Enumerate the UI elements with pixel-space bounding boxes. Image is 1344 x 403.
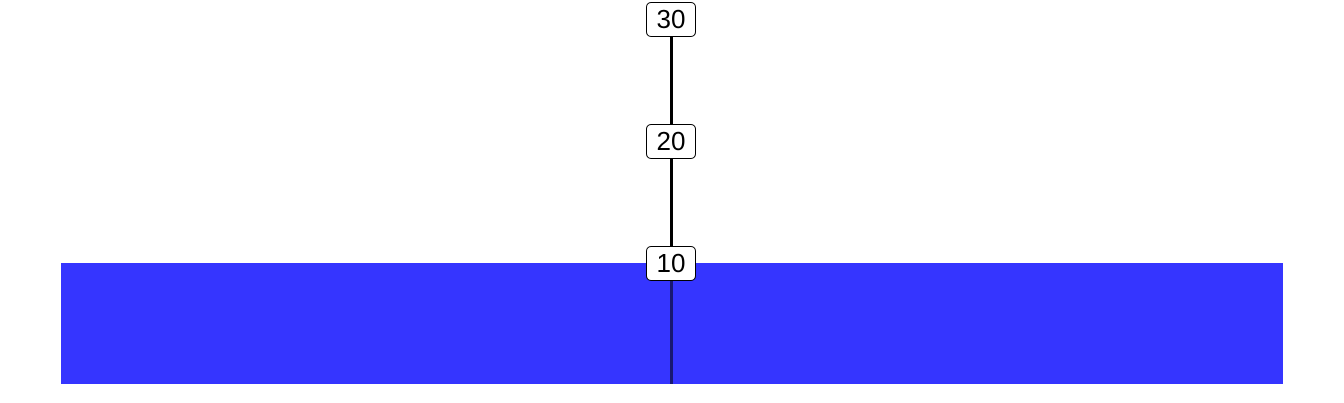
gauge-staff-submerged [670,263,673,384]
gauge-mark-20: 20 [646,124,696,159]
gauge-mark-30: 30 [646,2,696,37]
gauge-mark-10: 10 [646,246,696,281]
